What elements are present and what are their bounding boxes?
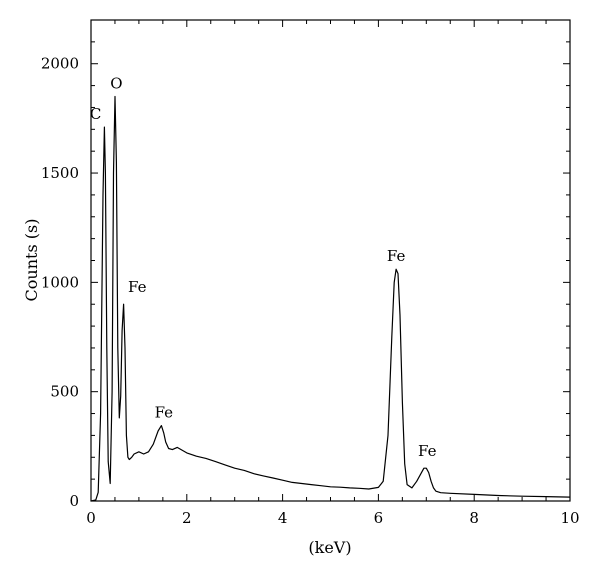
x-tick-label: 6: [374, 509, 384, 527]
axis-ticks: [90, 19, 571, 502]
peak-annotations: CO Fe Fe Fe Fe: [90, 75, 437, 461]
y-axis-title: Counts (s): [22, 219, 41, 302]
y-tick-label: 1500: [41, 164, 79, 182]
y-tick-label: 500: [50, 383, 79, 401]
x-tick-label: 0: [86, 509, 96, 527]
peak-label: Fe: [155, 404, 174, 422]
peak-label: C: [90, 105, 101, 123]
x-tick-label: 4: [278, 509, 288, 527]
peak-label: Fe: [128, 278, 147, 296]
peak-label: Fe: [418, 442, 437, 460]
x-tick-label: 8: [469, 509, 479, 527]
y-tick-label: 0: [69, 492, 79, 510]
tick-labels: 0 2 4 6 8 10 0 500 1000 1500 2000: [41, 55, 580, 527]
peak-label: Fe: [387, 247, 406, 265]
y-tick-label: 2000: [41, 55, 79, 73]
x-tick-label: 2: [182, 509, 192, 527]
peak-label: O: [110, 75, 122, 93]
spectrum-series-line: [90, 95, 571, 502]
x-tick-label: 10: [560, 509, 579, 527]
y-tick-label: 1000: [41, 273, 79, 291]
x-axis-title: (keV): [308, 538, 351, 557]
